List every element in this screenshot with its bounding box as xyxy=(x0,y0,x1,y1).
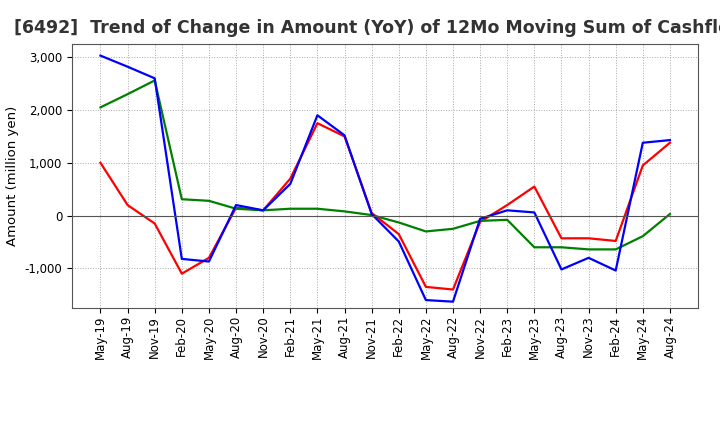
Operating Cashflow xyxy=(204,255,213,260)
Investing Cashflow xyxy=(611,247,620,252)
Free Cashflow xyxy=(449,299,457,304)
Investing Cashflow xyxy=(530,245,539,250)
Investing Cashflow xyxy=(476,218,485,224)
Free Cashflow xyxy=(395,239,403,244)
Operating Cashflow xyxy=(421,284,430,290)
Investing Cashflow xyxy=(557,245,566,250)
Operating Cashflow xyxy=(611,238,620,244)
Free Cashflow xyxy=(232,202,240,208)
Investing Cashflow xyxy=(123,92,132,97)
Operating Cashflow xyxy=(341,134,349,139)
Free Cashflow xyxy=(204,259,213,264)
Free Cashflow xyxy=(286,181,294,187)
Investing Cashflow xyxy=(665,211,674,216)
Investing Cashflow xyxy=(395,220,403,225)
Free Cashflow xyxy=(530,210,539,215)
Line: Investing Cashflow: Investing Cashflow xyxy=(101,81,670,249)
Free Cashflow xyxy=(503,208,511,213)
Operating Cashflow xyxy=(178,271,186,276)
Investing Cashflow xyxy=(204,198,213,203)
Line: Operating Cashflow: Operating Cashflow xyxy=(101,123,670,290)
Investing Cashflow xyxy=(313,206,322,211)
Investing Cashflow xyxy=(341,209,349,214)
Operating Cashflow xyxy=(584,236,593,241)
Free Cashflow xyxy=(341,133,349,138)
Operating Cashflow xyxy=(286,176,294,181)
Operating Cashflow xyxy=(449,287,457,292)
Free Cashflow xyxy=(178,256,186,261)
Free Cashflow xyxy=(367,211,376,216)
Operating Cashflow xyxy=(123,202,132,208)
Operating Cashflow xyxy=(665,140,674,145)
Free Cashflow xyxy=(313,113,322,118)
Operating Cashflow xyxy=(476,219,485,224)
Investing Cashflow xyxy=(503,217,511,223)
Free Cashflow xyxy=(123,64,132,70)
Free Cashflow xyxy=(584,255,593,260)
Operating Cashflow xyxy=(367,210,376,216)
Investing Cashflow xyxy=(367,213,376,218)
Y-axis label: Amount (million yen): Amount (million yen) xyxy=(6,106,19,246)
Operating Cashflow xyxy=(639,163,647,168)
Investing Cashflow xyxy=(232,206,240,211)
Operating Cashflow xyxy=(150,221,159,226)
Operating Cashflow xyxy=(530,184,539,189)
Operating Cashflow xyxy=(96,160,105,165)
Free Cashflow xyxy=(421,297,430,303)
Operating Cashflow xyxy=(313,121,322,126)
Free Cashflow xyxy=(259,208,268,213)
Free Cashflow xyxy=(611,268,620,273)
Free Cashflow xyxy=(665,137,674,143)
Investing Cashflow xyxy=(96,105,105,110)
Free Cashflow xyxy=(557,267,566,272)
Free Cashflow xyxy=(639,140,647,145)
Operating Cashflow xyxy=(557,236,566,241)
Investing Cashflow xyxy=(584,247,593,252)
Free Cashflow xyxy=(476,216,485,221)
Operating Cashflow xyxy=(232,205,240,210)
Investing Cashflow xyxy=(639,234,647,239)
Operating Cashflow xyxy=(395,231,403,237)
Free Cashflow xyxy=(96,53,105,58)
Line: Free Cashflow: Free Cashflow xyxy=(101,55,670,302)
Investing Cashflow xyxy=(449,226,457,231)
Investing Cashflow xyxy=(286,206,294,211)
Free Cashflow xyxy=(150,76,159,81)
Operating Cashflow xyxy=(259,208,268,213)
Investing Cashflow xyxy=(421,229,430,234)
Investing Cashflow xyxy=(259,208,268,213)
Operating Cashflow xyxy=(503,202,511,208)
Title: [6492]  Trend of Change in Amount (YoY) of 12Mo Moving Sum of Cashflows: [6492] Trend of Change in Amount (YoY) o… xyxy=(14,19,720,37)
Investing Cashflow xyxy=(178,197,186,202)
Investing Cashflow xyxy=(150,78,159,83)
